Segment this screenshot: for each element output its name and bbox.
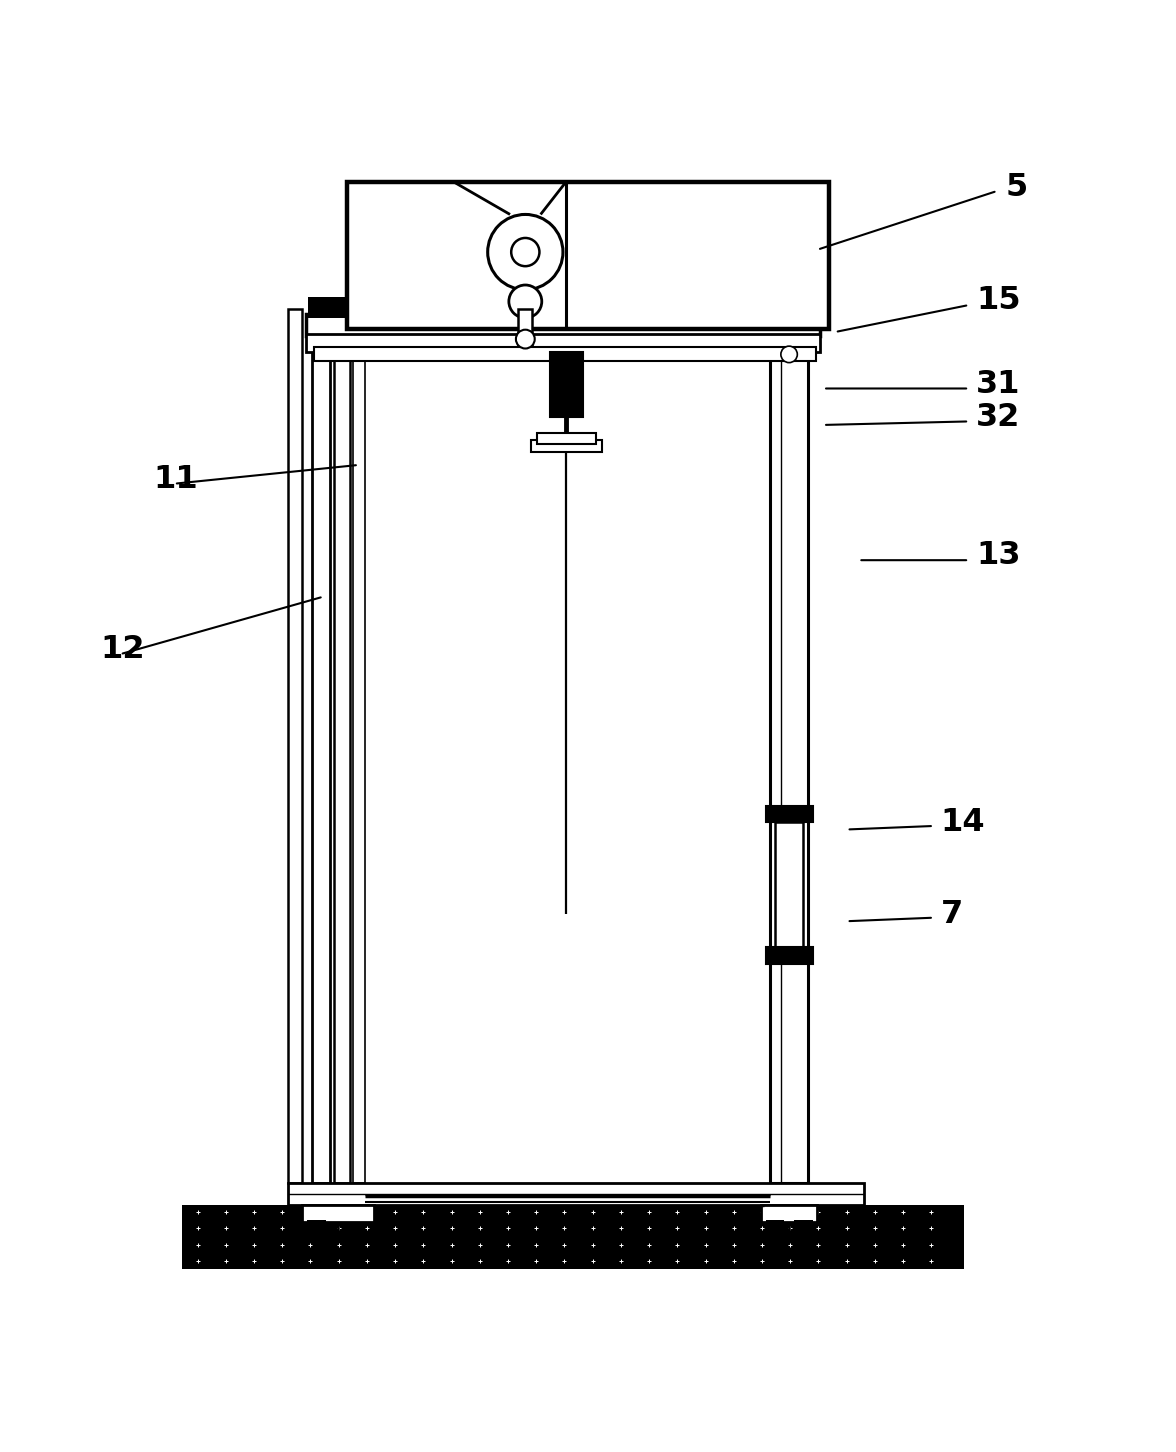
Bar xyxy=(306,334,820,351)
Bar xyxy=(307,1220,326,1231)
Bar xyxy=(550,351,583,417)
Bar xyxy=(314,347,816,362)
Text: 14: 14 xyxy=(941,807,985,838)
Bar xyxy=(182,1205,964,1269)
Bar xyxy=(532,440,602,452)
Text: 5: 5 xyxy=(1005,171,1028,203)
Circle shape xyxy=(488,215,563,290)
Bar xyxy=(766,806,813,822)
Bar xyxy=(288,308,302,1183)
Bar xyxy=(766,1220,784,1231)
Bar xyxy=(794,1220,813,1231)
Bar xyxy=(770,308,808,1183)
Circle shape xyxy=(781,346,797,363)
Bar xyxy=(302,1205,374,1223)
Circle shape xyxy=(509,285,542,318)
Bar xyxy=(334,308,350,1183)
Circle shape xyxy=(512,238,540,266)
Bar xyxy=(353,308,365,1183)
Bar xyxy=(537,433,596,444)
Circle shape xyxy=(516,330,535,348)
Text: 31: 31 xyxy=(976,369,1021,401)
Bar xyxy=(761,1205,817,1223)
Bar xyxy=(288,1183,864,1205)
Text: 12: 12 xyxy=(100,635,145,665)
Bar xyxy=(766,947,813,964)
Bar xyxy=(519,308,533,346)
Text: 15: 15 xyxy=(976,285,1021,315)
Text: 7: 7 xyxy=(941,899,963,929)
Bar xyxy=(308,296,368,318)
Text: 32: 32 xyxy=(976,402,1021,433)
Text: 11: 11 xyxy=(153,463,198,495)
Bar xyxy=(347,182,829,328)
Bar xyxy=(312,308,330,1183)
Bar xyxy=(306,315,820,335)
Bar xyxy=(775,822,803,950)
Text: 13: 13 xyxy=(976,540,1021,571)
